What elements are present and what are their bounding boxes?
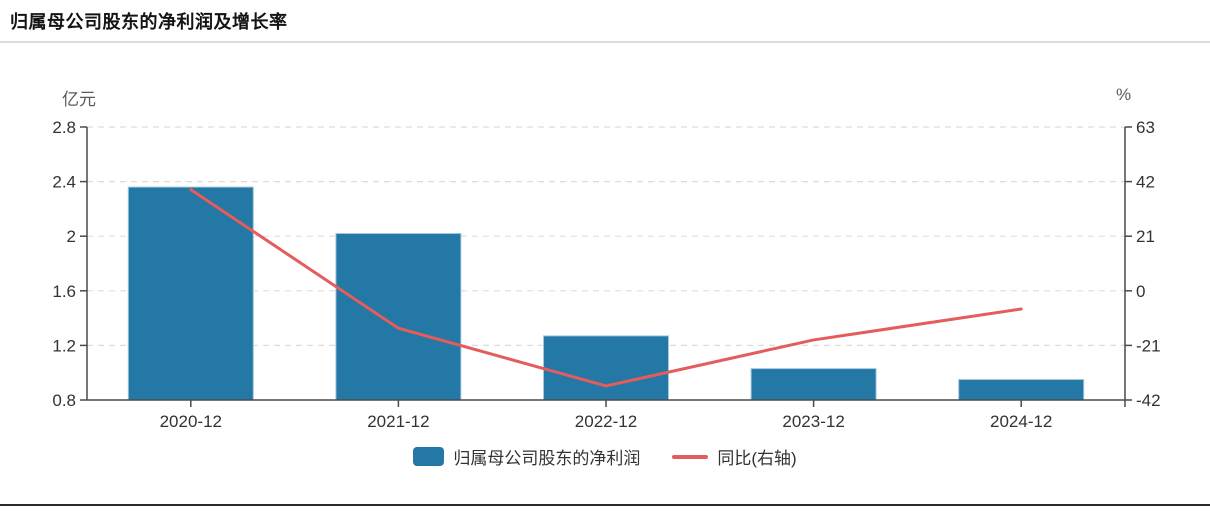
line-series-swatch-icon xyxy=(672,454,709,459)
chart-title: 归属母公司股东的净利润及增长率 xyxy=(10,12,288,32)
bar-2023-12[interactable] xyxy=(750,368,877,401)
left-axis-tick-label: 2 xyxy=(67,227,76,246)
left-axis-tick-label: 2.4 xyxy=(52,173,76,192)
bar-2022-12[interactable] xyxy=(543,335,669,401)
legend-label-yoy: 同比(右轴) xyxy=(717,449,797,468)
left-axis-tick-label: 1.2 xyxy=(52,336,76,355)
legend-item-yoy[interactable]: 同比(右轴) xyxy=(672,444,797,469)
right-axis-unit-label: % xyxy=(1116,85,1132,104)
right-axis-tick-label: -21 xyxy=(1136,336,1161,355)
left-axis-unit-label: 亿元 xyxy=(62,90,96,109)
bar-2021-12[interactable] xyxy=(335,232,462,401)
title-divider xyxy=(0,41,1210,43)
left-axis-tick-label: 1.6 xyxy=(52,282,76,301)
right-axis-tick-label: -42 xyxy=(1136,391,1161,410)
bar-series-swatch-icon xyxy=(413,447,445,466)
right-axis-tick-label: 42 xyxy=(1136,173,1155,192)
right-axis-tick-label: 21 xyxy=(1136,227,1155,246)
right-axis-tick-label: 63 xyxy=(1136,118,1155,137)
yoy-line[interactable] xyxy=(189,188,1023,388)
x-axis-label-2021-12: 2021-12 xyxy=(367,412,429,431)
left-axis-tick-label: 0.8 xyxy=(52,391,76,410)
x-axis-label-2020-12: 2020-12 xyxy=(160,412,222,431)
x-axis-label-2022-12: 2022-12 xyxy=(575,412,637,431)
legend-item-net-profit[interactable]: 归属母公司股东的净利润 xyxy=(413,444,640,469)
legend: 归属母公司股东的净利润 同比(右轴) xyxy=(0,444,1210,469)
bar-2024-12[interactable] xyxy=(958,379,1085,401)
x-axis-label-2024-12: 2024-12 xyxy=(990,412,1052,431)
left-axis-tick-label: 2.8 xyxy=(52,118,76,137)
x-axis-label-2023-12: 2023-12 xyxy=(782,412,844,431)
legend-label-net-profit: 归属母公司股东的净利润 xyxy=(453,449,641,468)
bottom-border xyxy=(0,504,1210,506)
right-axis-tick-label: 0 xyxy=(1136,282,1145,301)
